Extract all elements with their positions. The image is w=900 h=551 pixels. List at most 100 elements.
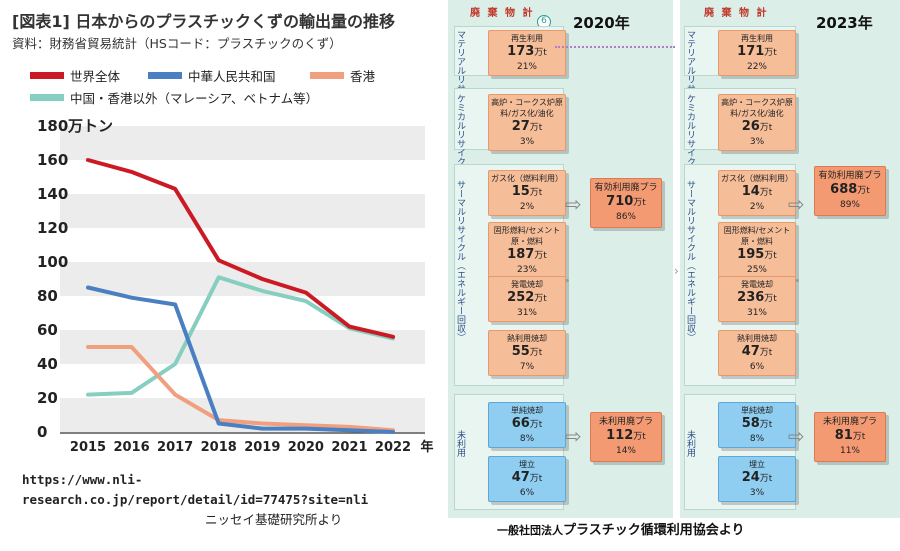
unused-value-2023: 81 [834,428,853,443]
flow-box-value: 26 [741,119,760,134]
legend-item-other: 中国・香港以外（マレーシア、ベトナム等） [30,88,318,107]
group-label-thermal-2020: サーマルリサイクル（エネルギー回収） [455,180,465,342]
flow-box-name: 再生利用 [741,34,773,43]
flow-box-y2023-7: 埋立 24万t 3% [718,456,796,502]
dotted-connector [555,46,675,48]
y-tick-label: 140 [37,185,68,203]
flow-box-pct: 3% [749,137,765,147]
flow-box-value: 14 [741,184,760,199]
legend-swatch-other [30,94,64,101]
y-tick-label: 100 [37,253,68,271]
flow-box-unit: 万t [759,348,773,358]
x-axis-label: 年 [420,439,433,455]
flow-box-value: 47 [511,470,530,485]
x-tick-label: 2018 [201,440,237,455]
group-label-unused-2023: 未利用 [685,430,695,457]
recycling-flow-panel: 廃 棄 物 計 2020年 6 マテリアルリサイクル ケミカルリサイクル サーマ… [440,0,900,551]
series-line-0 [86,158,395,339]
unused-total-box-2023: 未利用廃プラ 81万t 11% [814,412,886,462]
flow-box-y2023-5: 熱利用焼却 47万t 6% [718,330,796,376]
source-main: プラスチック循環利用協会より [563,523,745,538]
flow-box-unit: 万t [764,251,777,261]
unused-pct-2023: 11% [839,446,860,456]
effective-name-2023: 有効利用廃プラ [818,171,882,181]
flow-box-y2023-3: 固形燃料/セメント原・燃料 195万t 25% [718,222,796,279]
legend-item-china: 中華人民共和国 [148,66,276,85]
flow-box-value: 24 [741,470,760,485]
effective-pct-2023: 89% [839,200,860,210]
flow-box-pct: 22% [746,62,767,72]
flow-box-name: 単純焼却 [511,406,543,415]
grid-band [60,262,425,296]
legend-swatch-world [30,72,64,79]
series-line-3 [86,275,395,397]
flow-box-unit: 万t [759,420,773,430]
export-chart-panel: [図表1] 日本からのプラスチックくずの輸出量の推移 資料：財務省貿易統計（HS… [0,0,440,551]
flow-box-pct: 8% [519,434,535,444]
y-tick-label: 60 [37,321,58,339]
flow-box-unit: 万t [529,188,543,198]
column-divider-arrow: › [674,264,679,278]
flow-box-name: 高炉・コークス炉原料/ガス化/油化 [721,98,793,118]
flow-box-unit: 万t [759,123,773,133]
unused-value-2020: 112 [606,428,634,443]
flow-box-unit: 万t [534,48,547,58]
y-tick-label: 20 [37,389,58,407]
series-line-1 [86,285,395,434]
arrow-effective-2023: ⇨ [788,192,805,216]
source-url-line1: https://www.nli- [22,472,143,487]
unused-name-2023: 未利用廃プラ [822,417,877,427]
flow-box-unit: 万t [759,474,773,484]
flow-box-name: 固形燃料/セメント原・燃料 [723,226,791,246]
flow-box-y2020-6: 単純焼却 66万t 8% [488,402,566,448]
flow-box-value: 58 [741,416,760,431]
x-tick-label: 2020 [288,440,324,455]
flow-box-pct: 31% [516,308,537,318]
unused-unit-2020: 万t [633,432,646,442]
legend-label-other: 中国・香港以外（マレーシア、ベトナム等） [70,91,319,106]
grid-band [60,126,425,160]
legend-label-hongkong: 香港 [350,69,376,84]
x-tick-label: 2016 [113,440,149,455]
x-tick-label: 2015 [70,440,106,455]
flow-box-value: 27 [511,119,530,134]
source-url: https://www.nli- research.co.jp/report/d… [22,470,368,510]
flow-source: 一般社団法人プラスチック循環利用協会より [497,519,744,538]
flow-box-y2020-1: 高炉・コークス炉原料/ガス化/油化 27万t 3% [488,94,566,151]
unused-pct-2020: 14% [615,446,636,456]
chart-subtitle: 資料：財務省貿易統計（HSコード：プラスチックのくず） [12,36,342,51]
x-tick-label: 2021 [331,440,367,455]
flow-box-value: 55 [511,344,530,359]
effective-pct-2020: 86% [615,212,636,222]
flow-box-value: 15 [511,184,530,199]
group-label-chemical-2023: ケミカルリサイクル [685,94,695,175]
flow-box-pct: 23% [516,265,537,275]
flow-box-value: 171 [737,44,765,59]
unused-name-2020: 未利用廃プラ [598,417,653,427]
flow-box-name: ガス化（燃料利用） [721,174,793,183]
series-line-2 [86,345,395,433]
y-axis-label: 万トン [67,117,113,135]
flow-box-pct: 25% [746,265,767,275]
flow-box-value: 173 [507,44,535,59]
flow-box-pct: 6% [749,362,765,372]
flow-box-y2020-0: 再生利用 173万t 21% [488,30,566,76]
flow-box-pct: 2% [749,202,765,212]
flow-box-pct: 21% [516,62,537,72]
unused-unit-2023: 万t [852,432,866,442]
source-organization: ニッセイ基礎研究所より [205,512,343,527]
legend-item-world: 世界全体 [30,66,120,85]
year-label-2020: 2020年 [573,14,630,32]
legend-item-hongkong: 香港 [310,66,375,85]
flow-box-pct: 8% [749,434,765,444]
flow-box-unit: 万t [529,123,543,133]
legend-label-world: 世界全体 [70,69,121,84]
flow-box-y2020-3: 固形燃料/セメント原・燃料 187万t 23% [488,222,566,279]
flow-box-value: 236 [737,290,765,305]
flow-box-unit: 万t [764,48,777,58]
flow-box-unit: 万t [529,348,543,358]
flow-box-name: 固形燃料/セメント原・燃料 [493,226,561,246]
flow-box-name: 埋立 [749,460,765,469]
x-tick-label: 2022 [375,440,411,455]
flow-box-pct: 3% [519,137,535,147]
